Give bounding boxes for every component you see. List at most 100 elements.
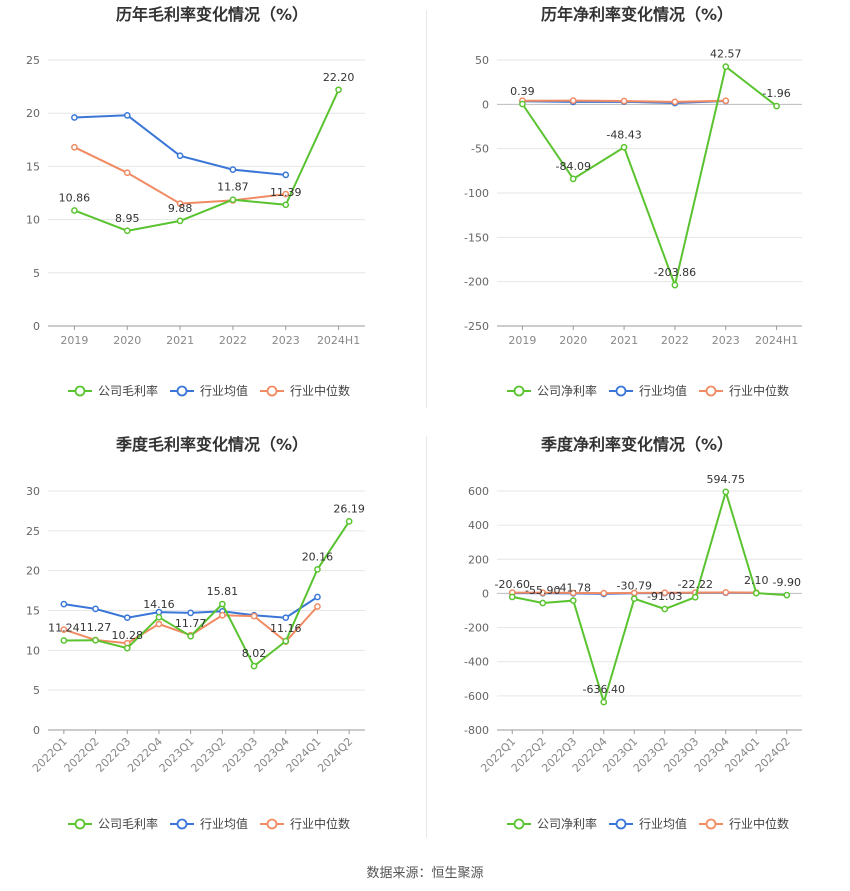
data-point-company bbox=[314, 566, 321, 573]
legend-label: 公司毛利率 bbox=[98, 816, 158, 831]
data-point-industry-median bbox=[539, 589, 547, 597]
legend-swatch-marker bbox=[74, 385, 86, 397]
legend-item-industry-median: 行业中位数 bbox=[260, 383, 350, 398]
data-point-company bbox=[92, 636, 99, 644]
y-tick-label: 30 bbox=[26, 485, 40, 498]
data-label: 2.10 bbox=[744, 574, 769, 587]
x-tick-label: 2022 bbox=[219, 334, 247, 347]
data-point-company bbox=[569, 175, 577, 183]
legend-item-company: 公司净利率 bbox=[507, 816, 597, 831]
y-tick-label: -800 bbox=[464, 724, 489, 737]
data-label: 11.16 bbox=[270, 622, 302, 635]
y-tick-label: 50 bbox=[475, 54, 489, 67]
annual-net-margin-chart: 历年净利率变化情况（%） -250 -200 -150 -100 -50 0 50 2019 20… bbox=[464, 5, 802, 398]
data-point-industry-avg bbox=[60, 600, 68, 608]
series-line-company bbox=[74, 89, 340, 232]
data-point-company bbox=[71, 207, 78, 214]
data-point-industry-median bbox=[176, 200, 184, 207]
data-label: 10.86 bbox=[59, 191, 91, 204]
data-point-industry-median bbox=[569, 97, 577, 104]
data-label: -636.40 bbox=[583, 683, 625, 696]
legend-swatch-marker bbox=[176, 818, 188, 830]
legend-item-industry-median: 行业中位数 bbox=[260, 816, 350, 831]
x-tick-label: 2019 bbox=[508, 334, 536, 347]
legend-item-industry-median: 行业中位数 bbox=[699, 816, 789, 831]
legend-label: 公司净利率 bbox=[537, 383, 597, 398]
data-label: 8.02 bbox=[242, 647, 267, 660]
legend-label: 行业均值 bbox=[200, 816, 248, 831]
data-label: 11.39 bbox=[270, 186, 302, 199]
data-label: -84.09 bbox=[556, 160, 591, 173]
data-point-industry-avg bbox=[92, 605, 99, 613]
data-label: -9.90 bbox=[773, 576, 801, 589]
data-point-company bbox=[176, 217, 184, 225]
data-point-industry-median bbox=[671, 98, 679, 106]
data-point-industry-median bbox=[722, 589, 730, 596]
y-tick-label: -400 bbox=[464, 656, 489, 669]
data-point-company bbox=[519, 100, 526, 108]
x-tick-label: 2021 bbox=[610, 334, 638, 347]
vertical-divider-top bbox=[426, 10, 427, 408]
data-label: 42.57 bbox=[710, 48, 742, 61]
legend-item-industry-avg: 行业均值 bbox=[170, 816, 248, 831]
y-tick-label: -600 bbox=[464, 690, 489, 703]
data-point-company bbox=[722, 488, 730, 496]
data-point-industry-avg bbox=[229, 166, 237, 173]
data-point-company bbox=[722, 63, 730, 70]
data-point-company bbox=[773, 102, 780, 110]
data-point-company bbox=[123, 227, 131, 235]
data-label: -1.96 bbox=[762, 87, 790, 100]
legend-swatch-marker bbox=[705, 818, 717, 830]
data-point-industry-avg bbox=[176, 152, 184, 160]
data-label: -48.43 bbox=[606, 128, 641, 141]
x-tick-label: 2023 bbox=[712, 334, 740, 347]
data-point-industry-median bbox=[314, 603, 321, 610]
quarterly-gross-margin-chart: 季度毛利率变化情况（%）0510152025302022Q12022Q22022… bbox=[26, 435, 365, 831]
data-point-industry-avg bbox=[123, 614, 131, 622]
data-point-industry-median bbox=[123, 169, 131, 177]
data-label: 10.28 bbox=[112, 629, 144, 642]
legend-swatch-marker bbox=[266, 818, 278, 830]
data-point-industry-avg bbox=[282, 614, 290, 622]
legend-label: 公司净利率 bbox=[537, 816, 597, 831]
data-point-company bbox=[600, 698, 608, 706]
vertical-divider-bottom bbox=[426, 436, 427, 838]
legend-label: 行业均值 bbox=[200, 383, 248, 398]
chart-title: 历年净利率变化情况（%） bbox=[541, 5, 733, 24]
legend-swatch-marker bbox=[266, 385, 278, 397]
data-label: 20.16 bbox=[302, 550, 334, 563]
data-point-company bbox=[282, 201, 290, 209]
legend-item-company: 公司毛利率 bbox=[68, 816, 158, 831]
chart-title: 季度净利率变化情况（%） bbox=[540, 435, 733, 454]
data-point-industry-median bbox=[282, 190, 290, 198]
x-tick-label: 2024H1 bbox=[755, 334, 798, 347]
data-point-industry-median bbox=[60, 626, 68, 633]
data-point-company bbox=[123, 644, 131, 652]
x-tick-label: 2023 bbox=[272, 334, 300, 347]
data-point-industry-avg bbox=[282, 171, 290, 179]
data-label: 594.75 bbox=[707, 473, 746, 486]
data-point-company bbox=[229, 196, 237, 204]
data-point-company bbox=[60, 637, 68, 644]
data-label: 11.77 bbox=[175, 617, 207, 630]
legend-label: 行业均值 bbox=[639, 816, 687, 831]
data-label: 11.24 bbox=[48, 621, 80, 634]
data-point-company bbox=[187, 632, 194, 640]
y-tick-label: -200 bbox=[464, 622, 489, 635]
data-label: 0.39 bbox=[510, 85, 535, 98]
legend-label: 行业中位数 bbox=[290, 383, 350, 398]
legend-swatch-marker bbox=[513, 385, 525, 397]
x-tick-label: 2024Q2 bbox=[315, 735, 355, 775]
legend-label: 行业均值 bbox=[639, 383, 687, 398]
data-point-company bbox=[335, 86, 342, 94]
data-point-industry-median bbox=[661, 589, 669, 597]
y-tick-label: -250 bbox=[464, 320, 489, 333]
y-tick-label: 0 bbox=[33, 320, 40, 333]
data-point-industry-avg bbox=[71, 114, 78, 121]
data-label: -41.78 bbox=[556, 582, 591, 595]
annual-gross-margin-chart: 历年毛利率变化情况（%） 0 5 10 15 20 25 2019 2020 2021 2022 20… bbox=[26, 5, 365, 398]
data-label: -91.03 bbox=[647, 590, 682, 603]
y-tick-label: 0 bbox=[33, 724, 40, 737]
data-point-company bbox=[250, 662, 258, 670]
data-label: -55.90 bbox=[525, 584, 560, 597]
